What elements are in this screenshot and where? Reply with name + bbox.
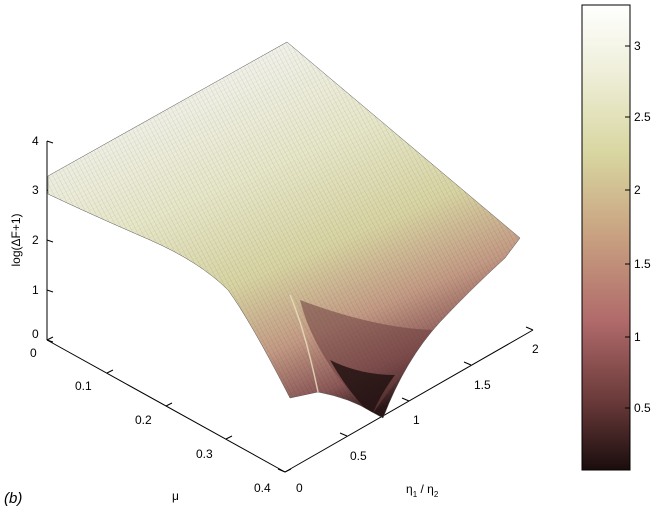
panel-label: (b) [4, 490, 22, 507]
mu-tick-label: 0.4 [254, 481, 271, 495]
colorbar-gradient [581, 4, 631, 471]
z-tick-label: 1 [32, 283, 39, 297]
mu-tick-label: 0 [30, 346, 37, 360]
z-axis: 4 3 2 1 0 log(ΔF+1) [9, 134, 54, 343]
colorbar-tick-label: 1 [634, 330, 641, 344]
surface-mesh [48, 42, 520, 418]
eta-axis: 0 0.5 1 1.5 2 η1 / η2 [277, 326, 539, 499]
mu-tick-label: 0.1 [75, 379, 92, 393]
eta-axis-label: η1 / η2 [406, 482, 439, 499]
eta-tick-label: 1 [413, 413, 420, 427]
colorbar: 3 2.5 2 1.5 1 0.5 [581, 4, 651, 471]
eta-tick-label: 2 [532, 342, 539, 356]
colorbar-tick-label: 3 [634, 39, 641, 53]
surface-valley [289, 294, 440, 415]
z-tick-label: 3 [32, 183, 39, 197]
mu-tick-label: 0.3 [196, 447, 213, 461]
colorbar-tick-label: 2.5 [634, 110, 651, 124]
eta-tick-label: 0.5 [350, 449, 367, 463]
surface [47, 41, 521, 419]
colorbar-tick-label: 0.5 [634, 401, 651, 415]
eta-tick-label: 1.5 [474, 378, 491, 392]
z-tick-label: 4 [32, 134, 39, 148]
mu-axis-label: μ [172, 489, 179, 503]
z-tick-label: 0 [32, 327, 39, 341]
z-tick-label: 2 [32, 233, 39, 247]
mu-axis: 0 0.1 0.2 0.3 0.4 μ [30, 336, 292, 503]
mu-tick-label: 0.2 [135, 413, 152, 427]
colorbar-tick-label: 1.5 [634, 257, 651, 271]
colorbar-tick-label: 2 [634, 183, 641, 197]
z-axis-label: log(ΔF+1) [9, 213, 23, 266]
eta-tick-label: 0 [296, 481, 303, 495]
